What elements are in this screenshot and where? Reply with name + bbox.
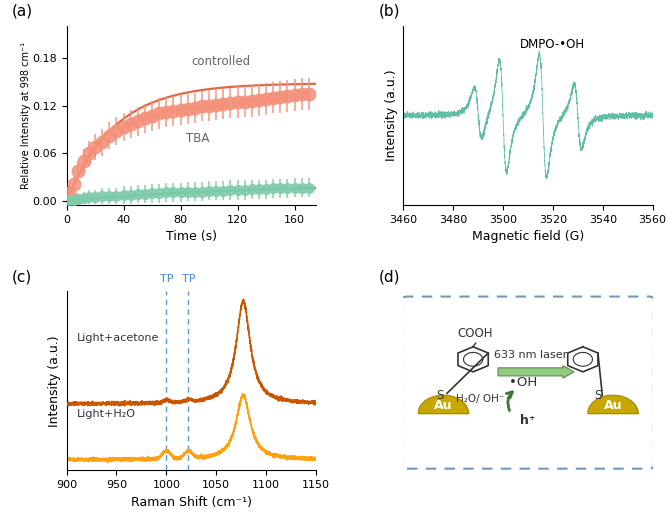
Text: TP: TP bbox=[160, 274, 173, 284]
FancyArrow shape bbox=[498, 366, 574, 378]
Text: (a): (a) bbox=[12, 4, 33, 19]
Text: h⁺: h⁺ bbox=[520, 414, 535, 427]
Y-axis label: Intensity (a.u.): Intensity (a.u.) bbox=[48, 335, 61, 427]
Text: TBA: TBA bbox=[186, 132, 210, 145]
X-axis label: Magnetic field (G): Magnetic field (G) bbox=[472, 231, 584, 244]
Text: DMPO-•OH: DMPO-•OH bbox=[520, 38, 585, 51]
Text: S: S bbox=[594, 389, 601, 402]
Text: Au: Au bbox=[603, 399, 622, 412]
Y-axis label: Relative Intensity at 998 cm⁻¹: Relative Intensity at 998 cm⁻¹ bbox=[21, 42, 31, 189]
Text: COOH: COOH bbox=[458, 327, 494, 341]
Y-axis label: Intensity (a.u.): Intensity (a.u.) bbox=[385, 70, 398, 161]
Text: 633 nm laser: 633 nm laser bbox=[494, 350, 567, 360]
Text: TP: TP bbox=[182, 274, 195, 284]
Text: (d): (d) bbox=[378, 269, 400, 284]
Text: Light+acetone: Light+acetone bbox=[77, 333, 159, 343]
Text: (c): (c) bbox=[12, 269, 32, 284]
FancyBboxPatch shape bbox=[402, 297, 654, 469]
Text: •OH: •OH bbox=[509, 376, 537, 389]
Text: Light+H₂O: Light+H₂O bbox=[77, 408, 136, 419]
Text: (b): (b) bbox=[378, 4, 400, 19]
X-axis label: Raman Shift (cm⁻¹): Raman Shift (cm⁻¹) bbox=[131, 496, 252, 509]
Text: H₂O/ OH⁻: H₂O/ OH⁻ bbox=[456, 394, 505, 404]
Text: S: S bbox=[436, 389, 443, 402]
Text: controlled: controlled bbox=[191, 55, 250, 68]
X-axis label: Time (s): Time (s) bbox=[166, 231, 217, 244]
Text: Au: Au bbox=[434, 399, 452, 412]
